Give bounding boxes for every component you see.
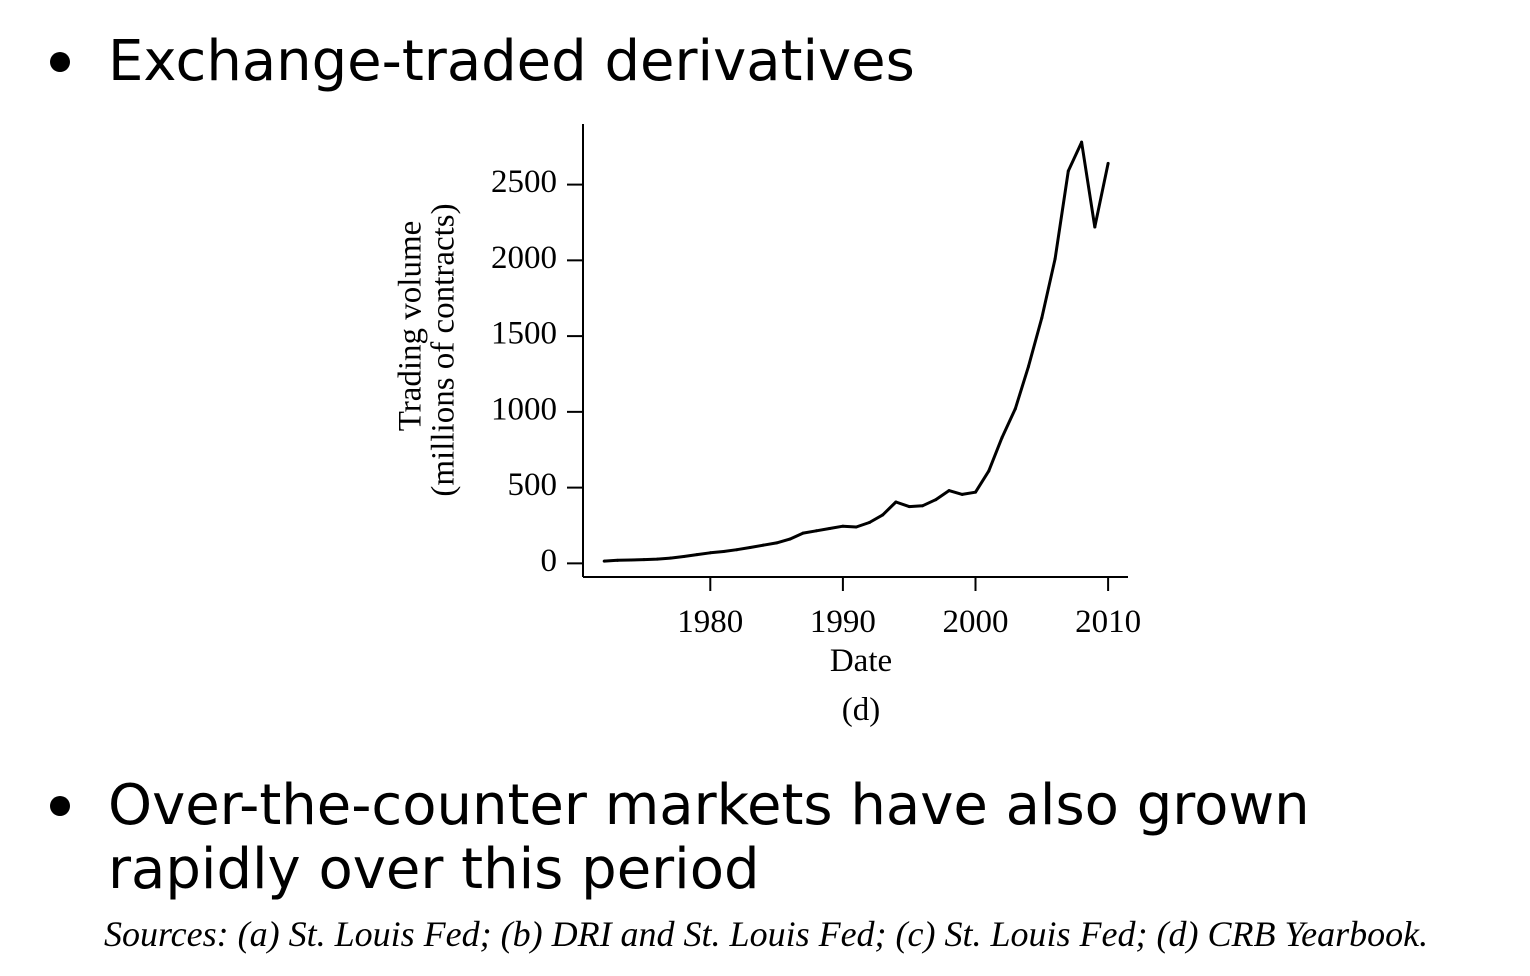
- x-tick-label: 1990: [810, 604, 876, 640]
- data-point: [642, 558, 646, 562]
- data-point: [1080, 140, 1084, 144]
- x-tick-label: 2010: [1075, 604, 1141, 640]
- data-point: [695, 553, 699, 557]
- data-point: [828, 527, 832, 531]
- data-point: [841, 524, 845, 528]
- x-tick-label: 1980: [677, 604, 743, 640]
- data-point: [987, 469, 991, 473]
- data-point: [655, 557, 659, 561]
- data-point: [974, 490, 978, 494]
- data-point: [1053, 257, 1057, 261]
- data-point: [669, 556, 673, 560]
- data-point: [867, 520, 871, 524]
- data-point: [1066, 169, 1070, 173]
- data-point: [1093, 225, 1097, 229]
- x-ticks: 1980 1990 2000 2010: [677, 577, 1141, 640]
- bullet-point-icon: [44, 786, 80, 822]
- data-point: [748, 545, 752, 549]
- x-axis-label: Date: [830, 643, 892, 679]
- data-point: [894, 500, 898, 504]
- y-tick-label: 2000: [491, 240, 557, 276]
- data-point: [788, 537, 792, 541]
- panel-label: (d): [842, 692, 880, 728]
- data-point: [602, 559, 606, 563]
- data-point: [1106, 161, 1110, 165]
- bullet-line-2: rapidly over this period: [108, 837, 760, 902]
- sources-citation: Sources: (a) St. Louis Fed; (b) DRI and …: [104, 914, 1429, 954]
- y-axis-label-line1: Trading volume: [393, 221, 429, 432]
- bullet-heading-exchange-traded: Exchange-traded derivatives: [108, 29, 915, 94]
- data-point: [960, 492, 964, 496]
- data-point: [775, 541, 779, 545]
- y-tick-label: 0: [541, 543, 558, 579]
- y-axis-label-line2: (millions of contracts): [426, 203, 462, 496]
- bullet-line-1: Over-the-counter markets have also grown: [108, 773, 1310, 838]
- data-point: [708, 551, 712, 555]
- data-point: [682, 555, 686, 559]
- data-point: [1027, 364, 1031, 368]
- data-point: [801, 531, 805, 535]
- y-tick-label: 1000: [491, 391, 557, 427]
- y-tick-label: 1500: [491, 316, 557, 352]
- data-point: [629, 558, 633, 562]
- y-tick-label: 500: [508, 467, 558, 503]
- series-line-trading-volume: [604, 140, 1110, 563]
- chart-axes: [582, 124, 1128, 578]
- y-ticks: 0 500 1000 1500 2000 2500: [491, 164, 583, 579]
- data-point: [947, 489, 951, 493]
- data-points: [602, 140, 1110, 563]
- x-tick-label: 2000: [943, 604, 1009, 640]
- bullet-point-icon: [44, 42, 80, 78]
- data-point: [1000, 436, 1004, 440]
- data-point: [920, 504, 924, 508]
- data-point: [735, 548, 739, 552]
- data-point: [722, 550, 726, 554]
- data-point: [615, 558, 619, 562]
- data-point: [814, 529, 818, 533]
- data-point: [881, 513, 885, 517]
- data-point: [854, 525, 858, 529]
- data-point: [907, 505, 911, 509]
- data-point: [1040, 316, 1044, 320]
- y-tick-label: 2500: [491, 164, 557, 200]
- data-point: [1013, 407, 1017, 411]
- data-point: [761, 543, 765, 547]
- data-point: [934, 498, 938, 502]
- bullet-heading-otc-markets: Over-the-counter markets have also grown…: [108, 774, 1310, 902]
